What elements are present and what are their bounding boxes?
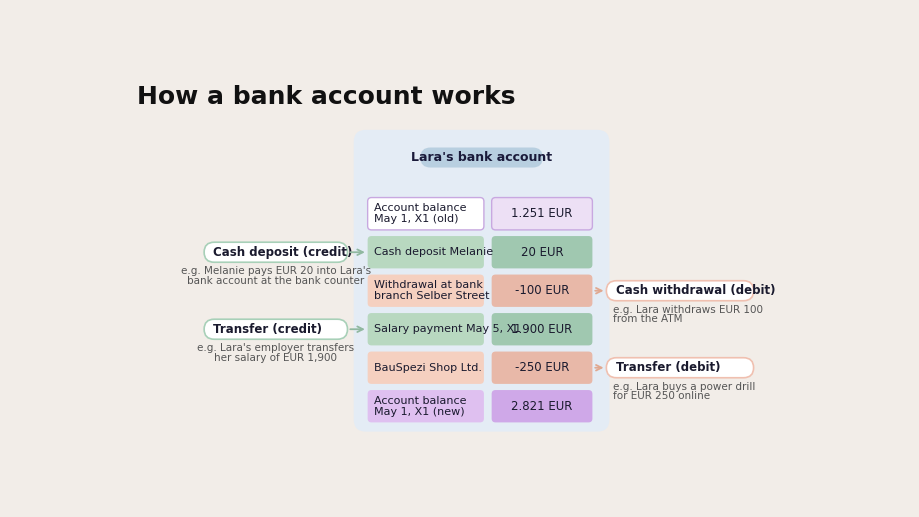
FancyBboxPatch shape	[204, 242, 347, 262]
Text: -250 EUR: -250 EUR	[515, 361, 569, 374]
FancyBboxPatch shape	[204, 319, 347, 339]
Text: Cash withdrawal (debit): Cash withdrawal (debit)	[615, 284, 775, 297]
Text: Transfer (credit): Transfer (credit)	[213, 323, 322, 336]
FancyBboxPatch shape	[491, 275, 592, 307]
Text: Withdrawal at bank: Withdrawal at bank	[373, 280, 482, 291]
Text: Salary payment May 5, X1: Salary payment May 5, X1	[373, 324, 520, 334]
Text: branch Selber Street: branch Selber Street	[373, 291, 489, 301]
Text: 2.821 EUR: 2.821 EUR	[511, 400, 573, 413]
FancyBboxPatch shape	[491, 197, 592, 230]
Text: Transfer (debit): Transfer (debit)	[615, 361, 720, 374]
Text: -100 EUR: -100 EUR	[515, 284, 569, 297]
FancyBboxPatch shape	[491, 313, 592, 345]
Text: for EUR 250 online: for EUR 250 online	[612, 391, 709, 401]
FancyBboxPatch shape	[420, 147, 542, 168]
Text: May 1, X1 (old): May 1, X1 (old)	[373, 214, 458, 224]
Text: e.g. Lara withdraws EUR 100: e.g. Lara withdraws EUR 100	[612, 305, 762, 315]
Text: her salary of EUR 1,900: her salary of EUR 1,900	[214, 353, 337, 363]
Text: May 1, X1 (new): May 1, X1 (new)	[373, 406, 464, 417]
Text: 1.251 EUR: 1.251 EUR	[511, 207, 573, 220]
Text: Account balance: Account balance	[373, 203, 466, 214]
FancyBboxPatch shape	[368, 197, 483, 230]
Text: e.g. Lara buys a power drill: e.g. Lara buys a power drill	[612, 382, 754, 392]
Text: How a bank account works: How a bank account works	[137, 85, 515, 109]
Text: 20 EUR: 20 EUR	[520, 246, 562, 258]
FancyBboxPatch shape	[491, 390, 592, 422]
FancyBboxPatch shape	[491, 352, 592, 384]
Text: Cash deposit (credit): Cash deposit (credit)	[213, 246, 352, 258]
Text: 1.900 EUR: 1.900 EUR	[511, 323, 572, 336]
Text: e.g. Melanie pays EUR 20 into Lara's: e.g. Melanie pays EUR 20 into Lara's	[180, 266, 370, 277]
Text: from the ATM: from the ATM	[612, 314, 681, 324]
FancyBboxPatch shape	[606, 281, 753, 301]
Text: bank account at the bank counter: bank account at the bank counter	[187, 276, 364, 286]
Text: e.g. Lara's employer transfers: e.g. Lara's employer transfers	[197, 343, 354, 354]
FancyBboxPatch shape	[491, 236, 592, 268]
Text: Lara's bank account: Lara's bank account	[411, 151, 551, 164]
FancyBboxPatch shape	[606, 358, 753, 378]
FancyBboxPatch shape	[368, 313, 483, 345]
FancyBboxPatch shape	[368, 352, 483, 384]
Text: Cash deposit Melanie: Cash deposit Melanie	[373, 247, 493, 257]
FancyBboxPatch shape	[368, 236, 483, 268]
FancyBboxPatch shape	[353, 130, 608, 432]
Text: BauSpezi Shop Ltd.: BauSpezi Shop Ltd.	[373, 363, 482, 373]
FancyBboxPatch shape	[368, 390, 483, 422]
FancyBboxPatch shape	[368, 275, 483, 307]
Text: Account balance: Account balance	[373, 396, 466, 406]
